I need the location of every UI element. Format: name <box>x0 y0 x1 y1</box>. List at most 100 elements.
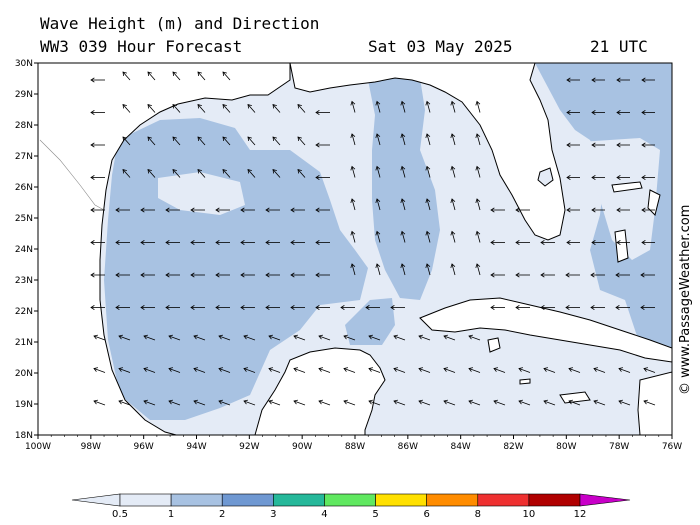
wave-arrow <box>451 263 456 276</box>
wave-arrowhead <box>143 367 148 372</box>
wave-arrow <box>318 400 331 406</box>
wave-arrowhead <box>468 367 473 372</box>
wave-arrowhead <box>193 367 198 372</box>
wave-arrow <box>401 166 406 178</box>
land-cayman <box>519 378 531 385</box>
wave-arrowhead <box>297 168 302 174</box>
lon-label: 84W <box>450 442 470 452</box>
wave-arrowhead <box>222 136 227 142</box>
wave-arrowhead <box>418 334 423 340</box>
wave-arrowhead <box>565 272 570 278</box>
legend-label: 3 <box>270 509 276 520</box>
wave-arrowhead <box>616 77 621 83</box>
wave-arrow <box>143 400 156 406</box>
wave-arrowhead <box>147 136 152 142</box>
wave-arrow <box>293 400 306 406</box>
wave-arrowhead <box>591 142 596 148</box>
wave-arrow <box>193 335 206 341</box>
wave-arrowhead <box>247 136 252 142</box>
wave-arrowhead <box>425 230 431 236</box>
land-isla-juventud <box>487 337 501 353</box>
wave-arrow <box>172 169 181 178</box>
wave-arrowhead <box>268 334 273 340</box>
wave-arrowhead <box>90 142 95 148</box>
lon-label: 94W <box>186 442 206 452</box>
wave-arrowhead <box>268 399 273 405</box>
wave-arrowhead <box>616 240 621 245</box>
wave-arrowhead <box>540 240 545 245</box>
wave-arrowhead <box>147 168 152 174</box>
wave-arrowhead <box>616 110 621 115</box>
wave-arrowhead <box>566 142 571 148</box>
legend-swatch <box>324 493 376 507</box>
wave-arrowhead <box>247 103 252 109</box>
wave-arrow <box>426 133 431 146</box>
lon-label: 86W <box>398 442 418 452</box>
wave-arrowhead <box>518 399 523 405</box>
wave-arrow <box>451 231 456 243</box>
wave-arrowhead <box>515 240 520 245</box>
wave-arrow <box>443 368 456 373</box>
wave-arrowhead <box>272 136 277 142</box>
wave-arrow <box>218 400 231 406</box>
wave-arrowhead <box>641 110 646 115</box>
wave-arrowhead <box>172 103 177 109</box>
wave-arrowhead <box>418 367 423 372</box>
wave-arrowhead <box>641 240 646 245</box>
wave-arrowhead <box>591 207 596 213</box>
wave-arrowhead <box>315 142 320 148</box>
wave-arrowhead <box>297 136 302 142</box>
wave-arrowhead <box>118 367 123 372</box>
wave-arrowhead <box>616 142 621 148</box>
wave-arrowhead <box>591 77 596 83</box>
wave-arrow <box>297 104 306 113</box>
wave-arrowhead <box>475 100 481 106</box>
wave-arrowhead <box>643 367 648 372</box>
wave-arrowhead <box>615 305 620 310</box>
wave-arrow <box>393 400 406 406</box>
wave-arrowhead <box>443 367 448 372</box>
wave-arrowhead <box>593 367 598 372</box>
wave-arrowhead <box>293 399 298 405</box>
wave-arrow <box>518 368 531 373</box>
wave-arrowhead <box>243 334 248 340</box>
wave-arrow <box>122 104 131 113</box>
legend-swatch <box>273 493 325 507</box>
wave-arrow <box>222 71 231 81</box>
wave-arrowhead <box>493 367 498 372</box>
wave-arrowhead <box>590 305 595 310</box>
wave-arrowhead <box>343 399 348 405</box>
wave-arrowhead <box>365 305 370 310</box>
wave-arrowhead <box>568 399 573 405</box>
wave-arrow <box>218 368 231 373</box>
wave-arrow <box>543 368 556 373</box>
wave-arrowhead <box>290 305 295 310</box>
forecast-time: 21 UTC <box>590 37 648 56</box>
wave-arrowhead <box>293 367 298 372</box>
wave-arrow <box>593 400 606 406</box>
wave-arrow <box>143 368 156 373</box>
wave-arrowhead <box>540 305 545 310</box>
wave-arrowhead <box>247 168 252 174</box>
wave-arrowhead <box>618 399 623 405</box>
wave-arrowhead <box>368 334 373 340</box>
wave-arrow <box>143 335 156 341</box>
wave-arrow <box>401 198 406 211</box>
wave-arrow <box>172 71 181 81</box>
model-run: WW3 039 Hour Forecast <box>40 37 243 56</box>
wave-arrowhead <box>190 207 195 213</box>
wave-arrowhead <box>315 272 320 278</box>
wave-arrow <box>568 400 581 406</box>
wave-arrowhead <box>90 175 95 180</box>
wave-arrowhead <box>450 165 456 171</box>
wave-arrow <box>476 263 481 276</box>
wave-arrowhead <box>518 367 523 372</box>
wave-arrow <box>122 136 131 146</box>
wave-arrowhead <box>318 399 323 405</box>
wave-arrowhead <box>265 305 270 310</box>
wave-arrow <box>426 198 431 211</box>
wave-arrowhead <box>240 272 245 278</box>
wave-direction-arrows <box>90 71 656 406</box>
wave-arrowhead <box>197 136 202 142</box>
wave-arrowhead <box>222 71 227 77</box>
